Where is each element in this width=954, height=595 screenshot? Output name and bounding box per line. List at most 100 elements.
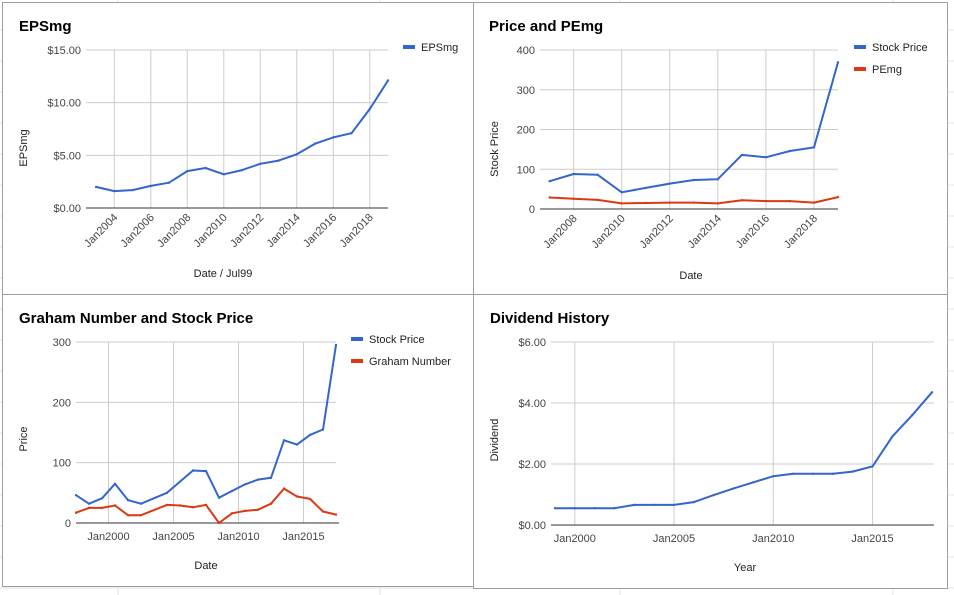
data-point[interactable] xyxy=(186,169,189,173)
data-point[interactable] xyxy=(217,496,221,499)
data-point[interactable] xyxy=(139,502,143,505)
data-point[interactable] xyxy=(644,201,647,205)
data-point[interactable] xyxy=(548,180,551,183)
chart-dividend-history[interactable]: Dividend History $0.00 $2.00 $4.00 $6.00 Ja… xyxy=(473,294,948,589)
data-point[interactable] xyxy=(812,146,816,149)
data-point[interactable] xyxy=(836,195,840,199)
data-point[interactable] xyxy=(712,493,715,497)
data-point[interactable] xyxy=(593,507,596,510)
chart-price-and-pemg[interactable]: Price and PEmg 0 100 200 300 400 Jan2008 Jan2… xyxy=(473,2,948,295)
data-point[interactable] xyxy=(350,132,353,135)
data-point[interactable] xyxy=(772,475,775,478)
series-line[interactable] xyxy=(75,487,337,524)
chart-graham-number-and-stock-price[interactable]: Graham Number and Stock Price 0 100 200 300… xyxy=(2,294,474,587)
data-point[interactable] xyxy=(240,168,244,172)
data-point[interactable] xyxy=(692,500,696,504)
data-point[interactable] xyxy=(620,191,623,194)
data-point[interactable] xyxy=(243,483,247,486)
data-point[interactable] xyxy=(113,482,117,485)
data-point[interactable] xyxy=(204,166,207,170)
data-point[interactable] xyxy=(386,79,390,82)
data-point[interactable] xyxy=(165,503,169,507)
data-point[interactable] xyxy=(230,489,234,493)
data-point[interactable] xyxy=(94,185,98,189)
data-point[interactable] xyxy=(149,184,152,188)
data-point[interactable] xyxy=(812,201,816,204)
data-point[interactable] xyxy=(100,497,104,500)
data-point[interactable] xyxy=(596,173,599,176)
data-point[interactable] xyxy=(716,178,719,181)
chart-epsmg[interactable]: EPSmg $0.00 $5.00 $10.00 $15.00 Jan2004 Jan2… xyxy=(2,2,474,295)
data-point[interactable] xyxy=(764,156,768,159)
data-point[interactable] xyxy=(295,443,299,446)
data-point[interactable] xyxy=(204,503,208,507)
data-point[interactable] xyxy=(277,159,280,162)
data-point[interactable] xyxy=(217,521,221,525)
data-point[interactable] xyxy=(126,514,130,517)
data-point[interactable] xyxy=(113,189,116,193)
data-point[interactable] xyxy=(165,491,169,494)
data-point[interactable] xyxy=(269,502,273,505)
data-point[interactable] xyxy=(191,506,195,509)
data-point[interactable] xyxy=(87,502,91,505)
data-point[interactable] xyxy=(100,506,104,510)
data-point[interactable] xyxy=(256,478,260,481)
data-point[interactable] xyxy=(230,512,234,515)
series-line[interactable] xyxy=(549,62,839,194)
data-point[interactable] xyxy=(131,188,134,192)
data-point[interactable] xyxy=(282,439,286,442)
data-point[interactable] xyxy=(851,470,854,473)
data-point[interactable] xyxy=(930,391,934,394)
data-point[interactable] xyxy=(126,498,130,502)
data-point[interactable] xyxy=(572,172,575,176)
data-point[interactable] xyxy=(788,149,792,153)
data-point[interactable] xyxy=(243,509,247,513)
data-point[interactable] xyxy=(321,510,325,513)
data-point[interactable] xyxy=(836,61,840,64)
data-point[interactable] xyxy=(332,136,335,139)
data-point[interactable] xyxy=(334,343,338,347)
data-point[interactable] xyxy=(740,153,744,157)
data-point[interactable] xyxy=(313,142,317,145)
data-point[interactable] xyxy=(368,107,371,111)
data-point[interactable] xyxy=(764,199,768,203)
data-point[interactable] xyxy=(74,511,78,514)
data-point[interactable] xyxy=(653,503,656,507)
data-point[interactable] xyxy=(620,202,623,205)
data-point[interactable] xyxy=(295,153,298,156)
data-point[interactable] xyxy=(139,514,143,517)
data-point[interactable] xyxy=(308,497,312,501)
data-point[interactable] xyxy=(572,197,575,200)
data-point[interactable] xyxy=(668,201,671,204)
data-point[interactable] xyxy=(644,186,647,190)
data-point[interactable] xyxy=(548,196,551,199)
data-point[interactable] xyxy=(596,198,599,202)
data-point[interactable] xyxy=(178,504,182,507)
data-point[interactable] xyxy=(668,182,671,185)
data-point[interactable] xyxy=(553,507,557,510)
data-point[interactable] xyxy=(191,469,195,472)
data-point[interactable] xyxy=(831,472,834,475)
data-point[interactable] xyxy=(732,487,735,490)
data-point[interactable] xyxy=(167,181,171,184)
data-point[interactable] xyxy=(811,472,815,475)
data-point[interactable] xyxy=(87,506,91,510)
data-point[interactable] xyxy=(692,178,695,182)
data-point[interactable] xyxy=(573,507,576,510)
series-line[interactable] xyxy=(75,344,337,505)
data-point[interactable] xyxy=(222,173,225,176)
data-point[interactable] xyxy=(256,508,260,511)
data-point[interactable] xyxy=(692,201,695,204)
data-point[interactable] xyxy=(752,481,755,484)
data-point[interactable] xyxy=(613,507,616,510)
data-point[interactable] xyxy=(740,199,744,202)
data-point[interactable] xyxy=(259,162,262,165)
data-point[interactable] xyxy=(282,487,286,490)
data-point[interactable] xyxy=(791,472,795,475)
data-point[interactable] xyxy=(871,465,874,468)
series-line[interactable] xyxy=(555,391,933,510)
data-point[interactable] xyxy=(321,428,325,431)
data-point[interactable] xyxy=(633,503,636,507)
data-point[interactable] xyxy=(716,202,719,205)
data-point[interactable] xyxy=(672,503,676,507)
